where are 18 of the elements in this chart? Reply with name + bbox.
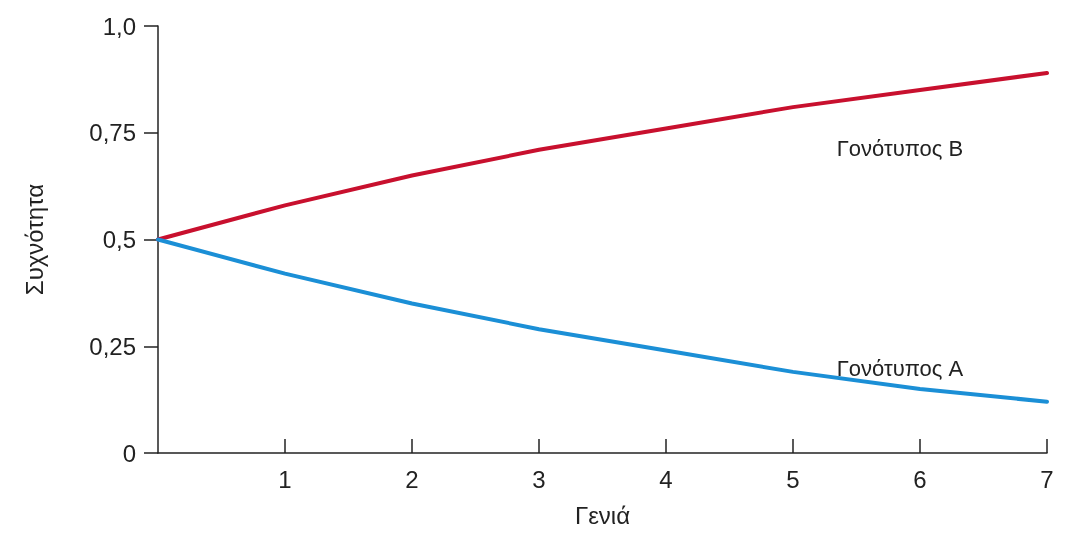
y-tick-label: 1,0	[102, 12, 136, 40]
x-tick-label: 2	[405, 465, 419, 493]
series-label: Γονότυπος A	[836, 356, 964, 382]
x-tick-label: 3	[532, 465, 546, 493]
x-tick-label: 5	[786, 465, 800, 493]
y-tick-label: 0,75	[89, 119, 136, 147]
series-label: Γονότυπος B	[836, 135, 964, 161]
line-series	[156, 70, 1049, 242]
x-tick-label: 6	[913, 465, 927, 493]
y-tick-label: 0,5	[102, 226, 136, 253]
x-tick-label: 4	[659, 465, 673, 493]
y-axis-title: Συχνότητα	[20, 183, 48, 296]
y-tick-label: 0,25	[89, 332, 136, 360]
x-tick-label: 7	[1040, 465, 1054, 493]
y-tick-label: 0	[122, 439, 136, 467]
x-axis-title: Γενιά	[574, 501, 631, 529]
x-tick-label: 1	[278, 465, 292, 493]
line-series	[156, 237, 1049, 404]
